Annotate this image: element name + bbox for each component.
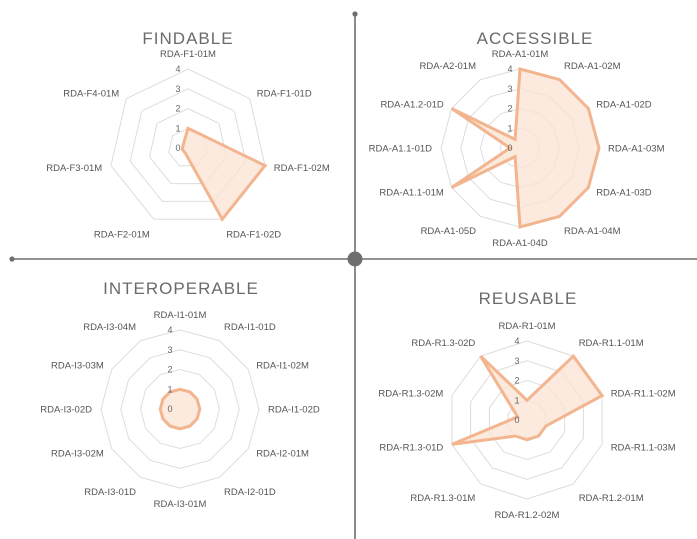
data-area	[451, 353, 605, 446]
grid-ring	[110, 68, 266, 220]
axis-label: RDA-R1.1-03M	[611, 443, 676, 454]
tick-label: 4	[167, 325, 172, 335]
axis-label: RDA-F2-01M	[94, 229, 150, 240]
axis-label: RDA-I1-01D	[224, 322, 276, 333]
accessible-title: ACCESSIBLE	[477, 29, 594, 48]
tick-label: 3	[507, 84, 512, 94]
reusable-title: REUSABLE	[479, 289, 578, 308]
data-area	[180, 126, 268, 222]
axis-label: RDA-I2-01D	[224, 487, 276, 498]
grid-ring	[120, 349, 240, 469]
tick-label: 3	[175, 84, 180, 94]
interoperable-chart: INTEROPERABLE 0 1 2 3 4 RDA-I1-01M RDA-I1-01D R…	[40, 279, 320, 510]
tick-label: 1	[514, 395, 519, 405]
axis-label: RDA-A1-04D	[492, 238, 548, 249]
axis-label: RDA-F1-01M	[160, 49, 216, 60]
tick-label: 0	[507, 143, 512, 153]
tick-label: 4	[175, 64, 180, 74]
tick-label: 2	[167, 365, 172, 375]
axis-label: RDA-F1-02D	[226, 229, 281, 240]
axis-label: RDA-F3-01M	[46, 163, 102, 174]
axis-label: RDA-A1.1-01D	[369, 144, 432, 155]
axis-label: RDA-A1-04M	[564, 226, 621, 237]
axis-label: RDA-R1.2-01M	[579, 493, 644, 504]
quadrant-dividers	[9, 11, 697, 539]
tick-label: 4	[507, 64, 512, 74]
tick-label: 0	[514, 415, 519, 425]
reusable-chart: REUSABLE 0 1 2 3 4 RDA-R1-01M RDA-R1.1-01M RDA-…	[378, 289, 675, 521]
tick-label: 2	[175, 104, 180, 114]
axis-label: RDA-I3-02M	[51, 449, 104, 460]
tick-label: 4	[514, 336, 519, 346]
axis-label: RDA-F1-02M	[274, 163, 330, 174]
findable-title: FINDABLE	[142, 29, 233, 48]
tick-label: 3	[514, 356, 519, 366]
tick-label: 1	[175, 123, 180, 133]
axis-label: RDA-R1.3-02D	[411, 338, 475, 349]
divider-left-dot	[9, 256, 15, 262]
grid-ring	[100, 329, 260, 489]
axis-label: RDA-A1-02D	[596, 100, 652, 111]
axis-label: RDA-R1.1-01M	[579, 338, 644, 349]
axis-label: RDA-I2-01M	[256, 449, 309, 460]
divider-top-dot	[352, 11, 358, 17]
tick-label: 1	[507, 123, 512, 133]
axis-label: RDA-A1-05D	[421, 226, 477, 237]
tick-label: 2	[514, 376, 519, 386]
tick-label: 0	[175, 143, 180, 153]
data-area	[158, 387, 202, 431]
tick-label: 0	[167, 404, 172, 414]
axis-label: RDA-A1-02M	[564, 61, 621, 72]
axis-label: RDA-I3-02D	[40, 405, 92, 416]
axis-label: RDA-A1.1-01M	[379, 188, 443, 199]
tick-label: 2	[507, 104, 512, 114]
axis-label: RDA-R1.3-01D	[379, 443, 443, 454]
axis-label: RDA-R1.3-01M	[410, 493, 475, 504]
axis-label: RDA-I3-03M	[51, 361, 104, 372]
interoperable-title: INTEROPERABLE	[103, 279, 259, 298]
axis-label: RDA-F4-01M	[63, 89, 119, 100]
axis-label: RDA-F1-01D	[257, 89, 312, 100]
axis-label: RDA-I1-01M	[154, 310, 207, 321]
tick-label: 3	[167, 345, 172, 355]
axis-label: RDA-I3-01D	[84, 487, 136, 498]
axis-label: RDA-I1-02D	[268, 405, 320, 416]
axis-label: RDA-R1.1-02M	[611, 388, 676, 399]
findable-chart: FINDABLE 0 1 2 3 4 RDA-F1-01M RDA-F1-01D RDA-F1…	[46, 29, 330, 240]
accessible-chart: ACCESSIBLE 0 1 2 3 4 RDA-A1-01M RDA-A1-02M RDA-…	[369, 29, 665, 249]
grid-ring	[139, 368, 221, 450]
grid-ring	[129, 88, 247, 202]
axis-label: RDA-R1.3-02M	[378, 388, 443, 399]
grid-ring	[148, 107, 228, 185]
axis-label: RDA-I3-01M	[154, 499, 207, 510]
axis-label: RDA-R1.2-02M	[495, 510, 560, 521]
tick-label: 1	[167, 384, 172, 394]
divider-center-dot	[347, 251, 363, 267]
axis-label: RDA-A1-03D	[596, 188, 652, 199]
axis-label: RDA-I1-02M	[256, 361, 309, 372]
axis-label: RDA-A1-03M	[608, 144, 665, 155]
axis-label: RDA-A1-01M	[492, 49, 549, 60]
data-area	[450, 67, 601, 229]
axis-label: RDA-A2-01M	[420, 61, 477, 72]
axis-label: RDA-I3-04M	[83, 322, 136, 333]
axis-label: RDA-R1-01M	[498, 321, 555, 332]
axis-label: RDA-A1.2-01D	[380, 100, 443, 111]
